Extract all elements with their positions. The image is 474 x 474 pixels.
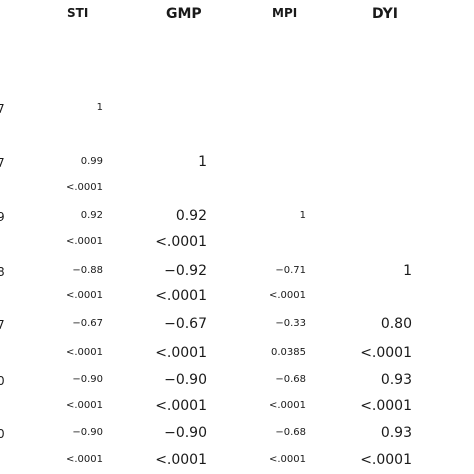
cell-mpi: 1 <box>299 210 306 221</box>
column-header-mpi: MPI <box>272 6 298 20</box>
cell-sti: <.0001 <box>65 400 103 411</box>
cell-gmp: 0.92 <box>175 208 207 224</box>
cell-mpi: <.0001 <box>268 400 306 411</box>
cell-sti: <.0001 <box>65 347 103 358</box>
row-label-fragment: 0 <box>0 374 5 388</box>
cell-gmp: −0.67 <box>164 316 207 332</box>
cell-gmp: <.0001 <box>155 288 207 304</box>
cell-dyi: 1 <box>403 263 412 279</box>
cell-dyi: <.0001 <box>360 345 412 361</box>
cell-dyi: <.0001 <box>360 398 412 414</box>
row-label-fragment: 9 <box>0 210 5 224</box>
cell-sti: <.0001 <box>65 290 103 301</box>
cell-mpi: −0.68 <box>275 374 306 385</box>
cell-sti: 0.99 <box>80 156 103 167</box>
cell-gmp: −0.90 <box>164 425 207 441</box>
column-header-dyi: DYI <box>372 6 398 22</box>
cell-sti: −0.88 <box>72 265 103 276</box>
cell-gmp: <.0001 <box>155 234 207 250</box>
cell-dyi: 0.93 <box>380 425 412 441</box>
cell-dyi: <.0001 <box>360 452 412 468</box>
cell-sti: <.0001 <box>65 236 103 247</box>
cell-mpi: −0.33 <box>275 318 306 329</box>
cell-mpi: <.0001 <box>268 290 306 301</box>
cell-gmp: <.0001 <box>155 345 207 361</box>
cell-gmp: <.0001 <box>155 452 207 468</box>
cell-gmp: <.0001 <box>155 398 207 414</box>
cell-mpi: −0.71 <box>275 265 306 276</box>
row-label-fragment: 8 <box>0 265 5 279</box>
cell-sti: <.0001 <box>65 454 103 465</box>
column-header-gmp: GMP <box>166 6 202 22</box>
cell-sti: 1 <box>96 102 103 113</box>
row-label-fragment: 7 <box>0 102 5 116</box>
cell-sti: 0.92 <box>80 210 103 221</box>
cell-mpi: <.0001 <box>268 454 306 465</box>
row-label-fragment: 0 <box>0 427 5 441</box>
cell-mpi: −0.68 <box>275 427 306 438</box>
cell-dyi: 0.80 <box>380 316 412 332</box>
column-header-sti: STI <box>67 6 89 20</box>
cell-sti: −0.90 <box>72 427 103 438</box>
cell-mpi: 0.0385 <box>271 347 306 358</box>
cell-gmp: −0.90 <box>164 372 207 388</box>
cell-gmp: 1 <box>198 154 207 170</box>
cell-sti: −0.90 <box>72 374 103 385</box>
row-label-fragment: 7 <box>0 318 5 332</box>
cell-gmp: −0.92 <box>164 263 207 279</box>
cell-sti: −0.67 <box>72 318 103 329</box>
cell-sti: <.0001 <box>65 182 103 193</box>
row-label-fragment: 7 <box>0 156 5 170</box>
cell-dyi: 0.93 <box>380 372 412 388</box>
